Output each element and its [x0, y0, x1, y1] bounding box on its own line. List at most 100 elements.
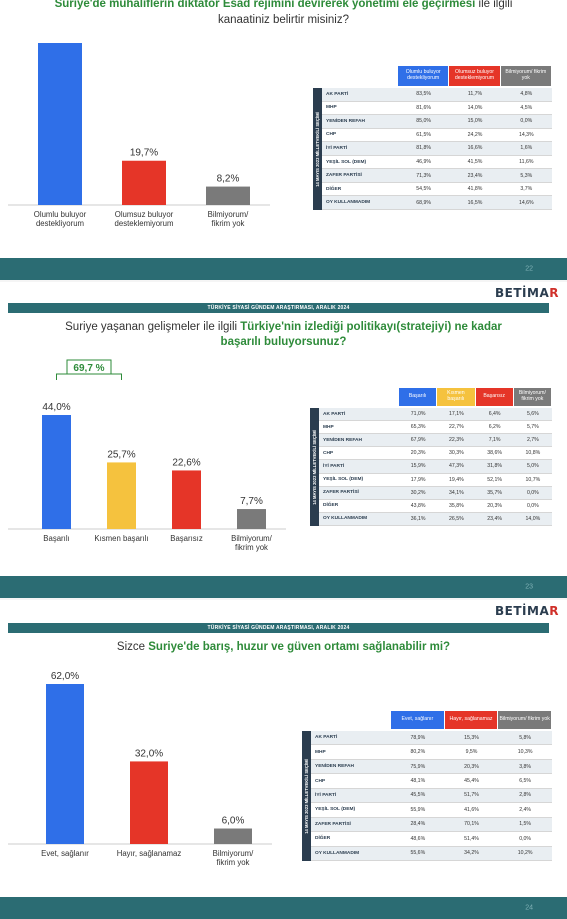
table-cell: 10,2% [517, 850, 533, 857]
table-header-cell: Bilmiyorum/ fikrim yok [513, 388, 551, 406]
table-cell: 0,0% [526, 489, 539, 496]
bar-3 [206, 186, 250, 205]
party-name: MHP [326, 105, 337, 111]
table-side-label: 14 MAYIS 2023 MİLLETVEKİLİ SEÇİMİ [310, 408, 319, 526]
table-cell: 48,1% [410, 778, 426, 785]
category-label: Evet, sağlanır [41, 849, 89, 858]
table-cell: 34,2% [464, 850, 479, 857]
table-row: ZAFER PARTİSİ 30,2% 34,1% 35,7% 0,0% [319, 486, 552, 500]
table-cell: 15,0% [467, 118, 483, 125]
table-cell: 81,8% [416, 145, 432, 152]
party-name: YEŞİL SOL (DEM) [315, 807, 356, 813]
table-cell: 54,5% [416, 186, 432, 193]
bar-4 [237, 509, 266, 529]
slide-1-question: Suriye'de muhaliflerin diktatör Esad rej… [0, 0, 567, 28]
slide-3: BETİMAR TÜRKİYE SİYASİ GÜNDEM ARAŞTIRMAS… [0, 600, 567, 897]
bar-value-label: 72,1% [46, 40, 74, 41]
table-cell: 6,4% [488, 411, 501, 418]
table-header-cell: Başarılı [399, 388, 437, 406]
bar-1 [42, 415, 71, 529]
bar-1 [46, 684, 84, 844]
table-cell: 14,0% [525, 515, 541, 522]
bar-value-label: 25,7% [107, 449, 135, 460]
slide-2-banner: TÜRKİYE SİYASİ GÜNDEM ARAŞTIRMASI, ARALI… [8, 303, 549, 313]
logo-text-a: BETİMA [495, 286, 550, 300]
party-name: OY KULLANMADIM [326, 200, 371, 206]
table-cell: 43,8% [410, 502, 426, 509]
party-name: İYİ PARTİ [326, 145, 348, 151]
party-name: AK PARTİ [315, 735, 338, 741]
table-cell: 41,5% [467, 159, 483, 166]
slide-2-question: Suriye yaşanan gelişmeler ile ilgili Tür… [0, 320, 567, 350]
table-row: YENİDEN REFAH 75,9% 20,3% 3,8% [311, 759, 552, 775]
question-highlight: Suriye'de barış, huzur ve güven ortamı s… [148, 641, 451, 653]
table-row: İYİ PARTİ 45,5% 51,7% 2,8% [311, 788, 552, 804]
party-name: İYİ PARTİ [315, 792, 337, 798]
table-cell: 14,3% [518, 131, 534, 138]
category-label: Bilmiyorum/ [208, 210, 250, 219]
bar-2 [107, 462, 136, 529]
table-cell: 51,7% [464, 792, 479, 799]
table-cell: 20,3% [410, 450, 426, 457]
slide-2-footer: 23 [0, 576, 567, 598]
table-cell: 0,0% [519, 835, 532, 842]
table-cell: 2,7% [526, 437, 539, 444]
category-label: Başarısız [170, 534, 203, 543]
table-cell: 31,8% [487, 463, 502, 470]
party-name: YENİDEN REFAH [315, 764, 354, 770]
table-cell: 46,9% [416, 159, 432, 166]
table-cell: 6,5% [519, 778, 532, 785]
table-cell: 48,6% [410, 835, 426, 842]
party-name: AK PARTİ [326, 91, 349, 97]
table-cell: 23,4% [487, 515, 502, 522]
table-cell: 3,7% [520, 186, 533, 193]
party-name: YEŞİL SOL (DEM) [323, 477, 364, 483]
table-cell: 20,3% [464, 763, 479, 770]
category-label: Hayır, sağlanamaz [117, 849, 182, 858]
table-header-cell: Hayır, sağlanamaz [444, 711, 498, 729]
table-cell: 20,3% [487, 502, 502, 509]
table-cell: 78,9% [410, 734, 426, 741]
logo-text-b: R [549, 286, 559, 300]
logo-text-b: R [549, 604, 559, 618]
bar-3 [172, 470, 201, 529]
bar-value-label: 7,7% [240, 496, 263, 507]
page-number: 23 [525, 583, 533, 591]
table-row: ZAFER PARTİSİ 28,4% 70,1% 1,5% [311, 817, 552, 833]
table-cell: 41,8% [467, 186, 483, 193]
table-cell: 35,8% [449, 502, 464, 509]
bar-value-label: 6,0% [222, 816, 245, 827]
slide-3-crosstab-table: Evet, sağlanır Hayır, sağlanamaz Bilmiyoru… [302, 711, 552, 861]
party-name: YENİDEN REFAH [323, 437, 362, 443]
table-row: İYİ PARTİ 81,8% 16,6% 1,6% [322, 142, 552, 156]
table-cell: 6,2% [488, 424, 501, 431]
betimar-logo: BETİMAR [495, 604, 559, 618]
table-cell: 0,0% [520, 118, 533, 125]
question-highlight: Suriye'de muhaliflerin diktatör Esad rej… [54, 0, 476, 10]
table-row: CHP 61,5% 24,2% 14,3% [322, 129, 552, 143]
table-cell: 34,1% [449, 489, 464, 496]
table-cell: 14,0% [467, 104, 483, 111]
party-name: OY KULLANMADIM [323, 516, 368, 522]
slide-2: BETİMAR TÜRKİYE SİYASİ GÜNDEM ARAŞTIRMAS… [0, 282, 567, 576]
bar-value-label: 62,0% [51, 671, 79, 682]
category-label: fikrim yok [235, 543, 268, 552]
party-name: ZAFER PARTİSİ [326, 173, 362, 179]
betimar-logo: BETİMAR [495, 286, 559, 300]
table-row: DİĞER 43,8% 35,8% 20,3% 0,0% [319, 500, 552, 513]
table-cell: 30,2% [410, 489, 426, 496]
page-number: 22 [525, 265, 533, 273]
question-pre: Sizce [116, 641, 149, 653]
category-label: Başarılı [43, 534, 69, 543]
party-name: MHP [323, 424, 334, 430]
table-row: YEŞİL SOL (DEM) 55,9% 41,6% 2,4% [311, 803, 552, 818]
table-header-cell: Bilmiyorum/ fikrim yok [500, 66, 551, 86]
table-row: DİĞER 48,6% 51,4% 0,0% [311, 832, 552, 847]
bar-value-label: 8,2% [217, 174, 240, 185]
slide-gap [0, 280, 567, 282]
party-name: CHP [323, 450, 334, 456]
table-cell: 10,8% [525, 450, 541, 457]
table-row: YENİDEN REFAH 67,9% 22,3% 7,1% 2,7% [319, 434, 552, 448]
table-cell: 81,6% [416, 104, 432, 111]
